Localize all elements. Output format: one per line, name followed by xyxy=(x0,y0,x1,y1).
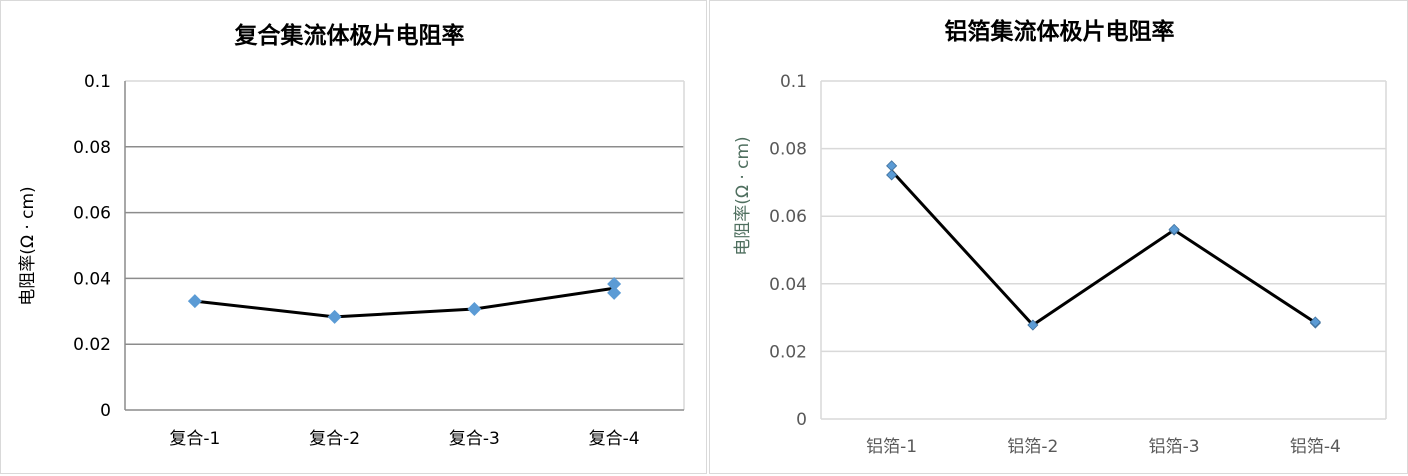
data-point-marker xyxy=(1309,316,1321,328)
y-axis-label: 电阻率(Ω · cm) xyxy=(733,136,753,255)
chart-svg: 铝箔集流体极片电阻率 0 0.02 0.04 0.06 0.08 0.1 电阻率(Ω · cm… xyxy=(733,18,1387,457)
chart-panel-aluminum: 铝箔集流体极片电阻率 0 0.02 0.04 0.06 0.08 0.1 电阻率(Ω · cm… xyxy=(709,0,1408,474)
data-point-marker xyxy=(1027,319,1039,331)
y-tick-label: 0.06 xyxy=(769,207,807,227)
y-tick-label: 0.04 xyxy=(73,269,111,289)
chart-panel-composite: 复合集流体极片电阻率 0 0.02 0.04 0.06 0.08 0.1 电阻率(Ω · cm… xyxy=(0,0,707,474)
y-tick-label: 0.08 xyxy=(769,140,807,160)
y-tick-label: 0 xyxy=(100,401,111,421)
data-point-marker xyxy=(1168,223,1180,235)
x-tick-label: 铝箔-3 xyxy=(1149,437,1200,457)
x-tick-label: 复合-2 xyxy=(309,429,360,449)
y-tick-label: 0.06 xyxy=(73,204,111,224)
data-point-marker xyxy=(886,160,898,172)
y-axis-label: 电阻率(Ω · cm) xyxy=(18,186,38,305)
y-tick-label: 0.04 xyxy=(769,275,807,295)
y-tick-label: 0.1 xyxy=(84,72,111,92)
x-tick-label: 复合-4 xyxy=(589,429,640,449)
chart-title: 复合集流体极片电阻率 xyxy=(234,22,465,49)
x-tick-label: 铝箔-4 xyxy=(1290,437,1341,457)
x-tick-label: 复合-1 xyxy=(169,429,220,449)
data-point-marker xyxy=(467,301,482,316)
y-tick-label: 0.02 xyxy=(769,342,807,362)
series-line xyxy=(194,286,615,319)
data-point-marker xyxy=(886,169,898,181)
data-point-marker xyxy=(607,285,622,300)
x-tick-label: 复合-3 xyxy=(449,429,500,449)
y-tick-label: 0.02 xyxy=(73,335,111,355)
data-point-marker xyxy=(327,309,342,324)
x-tick-label: 铝箔-1 xyxy=(866,437,917,457)
data-point-marker xyxy=(607,276,622,291)
x-tick-label: 铝箔-2 xyxy=(1007,437,1058,457)
chart-title: 铝箔集流体极片电阻率 xyxy=(945,18,1175,45)
data-point-marker xyxy=(187,294,202,309)
y-tick-label: 0 xyxy=(796,410,807,430)
chart-svg: 复合集流体极片电阻率 0 0.02 0.04 0.06 0.08 0.1 电阻率(Ω · cm… xyxy=(18,22,685,449)
y-tick-label: 0.08 xyxy=(73,138,111,158)
series-line xyxy=(890,169,1317,328)
y-tick-label: 0.1 xyxy=(780,72,807,92)
